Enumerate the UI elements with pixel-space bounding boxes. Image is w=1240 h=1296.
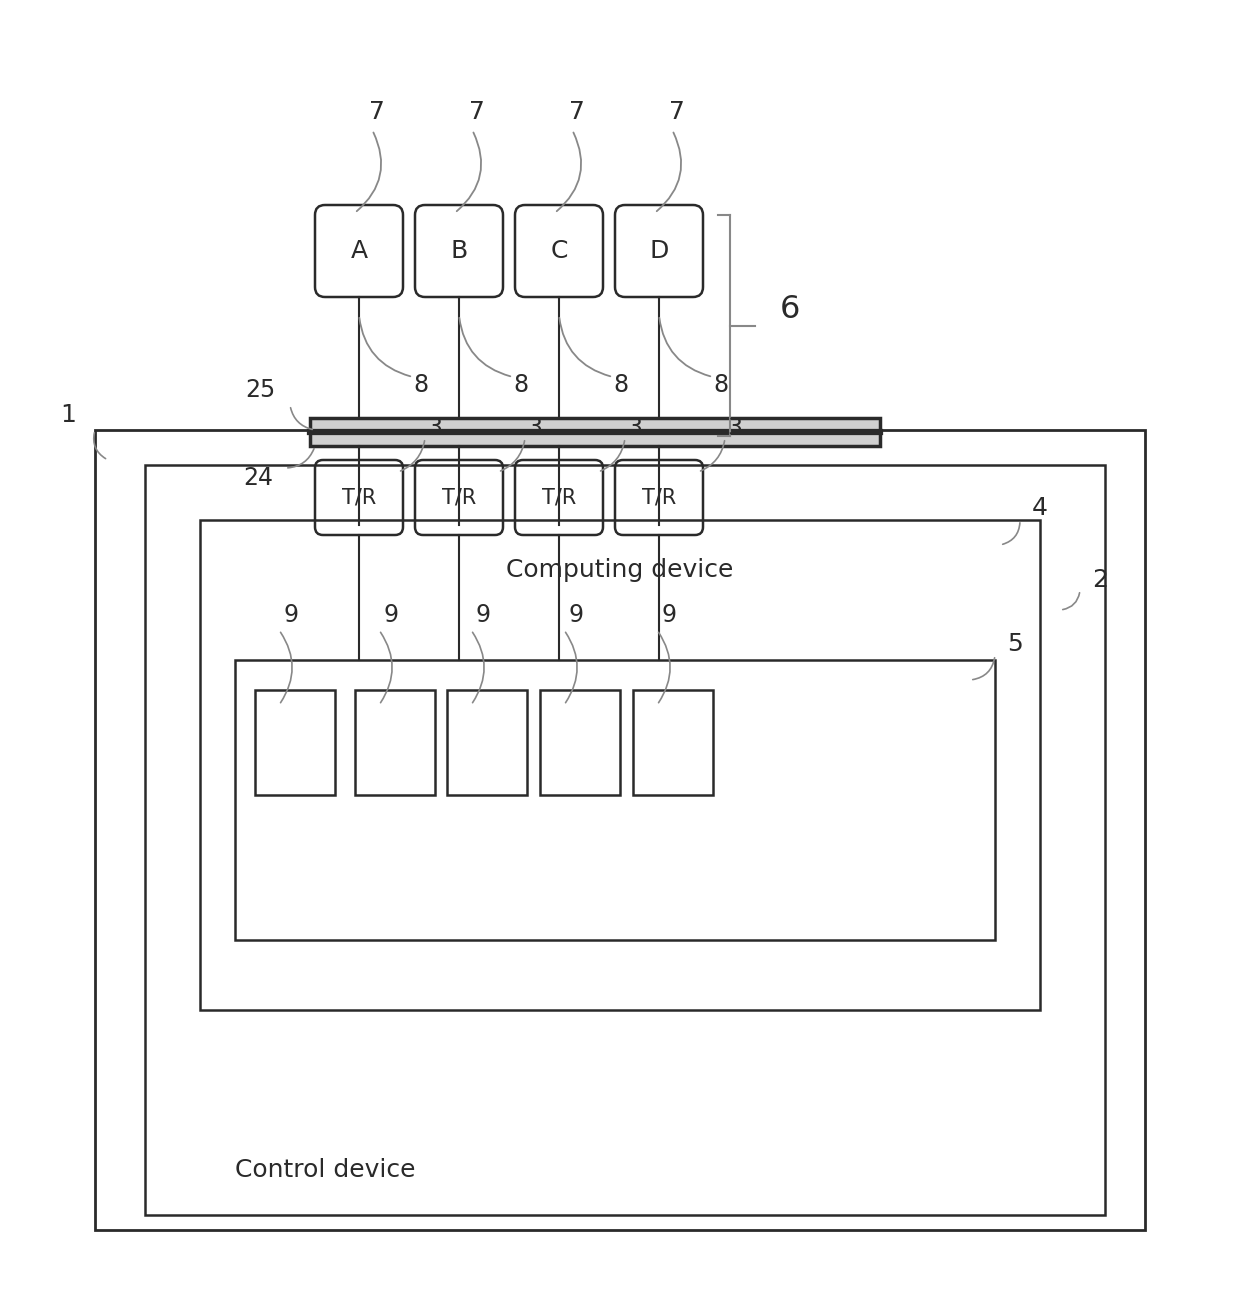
Text: 9: 9 xyxy=(383,603,398,627)
Text: 1: 1 xyxy=(60,403,76,426)
Text: 9: 9 xyxy=(475,603,491,627)
Text: 3: 3 xyxy=(527,416,543,441)
Text: 7: 7 xyxy=(370,100,386,124)
Text: 9: 9 xyxy=(568,603,584,627)
Text: 4: 4 xyxy=(1032,496,1048,520)
Bar xyxy=(632,689,713,794)
Text: 8: 8 xyxy=(513,373,528,397)
Text: 9: 9 xyxy=(661,603,677,627)
Bar xyxy=(355,689,435,794)
Bar xyxy=(310,419,880,446)
Text: 6: 6 xyxy=(780,294,800,325)
Text: 8: 8 xyxy=(614,373,629,397)
Bar xyxy=(236,660,994,940)
Text: D: D xyxy=(650,238,668,263)
Text: B: B xyxy=(450,238,467,263)
Text: 5: 5 xyxy=(1007,632,1023,656)
Text: 2: 2 xyxy=(1092,568,1109,592)
Bar xyxy=(145,465,1105,1216)
Bar xyxy=(255,689,335,794)
Text: T/R: T/R xyxy=(642,487,676,508)
Text: 7: 7 xyxy=(569,100,585,124)
Text: 24: 24 xyxy=(243,467,273,490)
Text: 25: 25 xyxy=(244,378,275,402)
Text: Computing device: Computing device xyxy=(506,559,734,582)
Text: 3: 3 xyxy=(428,416,443,441)
Bar xyxy=(539,689,620,794)
Text: A: A xyxy=(351,238,367,263)
Bar xyxy=(446,689,527,794)
Text: 3: 3 xyxy=(627,416,642,441)
Bar xyxy=(95,430,1145,1230)
Text: Control device: Control device xyxy=(236,1159,415,1182)
Text: 7: 7 xyxy=(469,100,485,124)
Text: T/R: T/R xyxy=(441,487,476,508)
Text: 9: 9 xyxy=(284,603,299,627)
Text: C: C xyxy=(551,238,568,263)
Text: 3: 3 xyxy=(728,416,743,441)
Text: 8: 8 xyxy=(413,373,429,397)
Text: 7: 7 xyxy=(670,100,686,124)
Text: T/R: T/R xyxy=(342,487,376,508)
Text: 8: 8 xyxy=(713,373,729,397)
Bar xyxy=(200,520,1040,1010)
Text: T/R: T/R xyxy=(542,487,577,508)
